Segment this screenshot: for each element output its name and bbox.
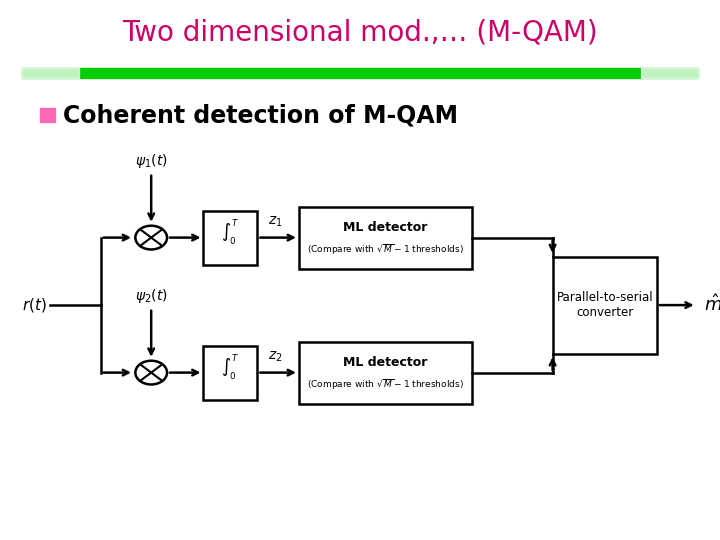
- Text: $r(t)$: $r(t)$: [22, 296, 47, 314]
- Text: ML detector: ML detector: [343, 356, 428, 369]
- Text: $z_2$: $z_2$: [268, 350, 283, 364]
- Bar: [553, 256, 657, 354]
- Bar: [299, 342, 472, 404]
- Text: $\psi_2(t)$: $\psi_2(t)$: [135, 287, 168, 305]
- Bar: [22, 68, 79, 78]
- Text: (Compare with $\sqrt{M}-1$ thresholds): (Compare with $\sqrt{M}-1$ thresholds): [307, 377, 464, 392]
- Text: $\int_0^T$: $\int_0^T$: [221, 217, 240, 247]
- Text: Two dimensional mod.,… (M-QAM): Two dimensional mod.,… (M-QAM): [122, 18, 598, 46]
- Text: ML detector: ML detector: [343, 221, 428, 234]
- Text: (Compare with $\sqrt{M}-1$ thresholds): (Compare with $\sqrt{M}-1$ thresholds): [307, 242, 464, 256]
- Text: $z_1$: $z_1$: [268, 215, 283, 230]
- Text: $\psi_1(t)$: $\psi_1(t)$: [135, 152, 168, 170]
- Text: Coherent detection of M-QAM: Coherent detection of M-QAM: [63, 103, 458, 127]
- Text: $\int_0^T$: $\int_0^T$: [221, 352, 240, 382]
- Bar: [40, 108, 55, 122]
- Bar: [204, 211, 258, 265]
- Bar: [22, 68, 698, 78]
- Bar: [641, 68, 698, 78]
- Bar: [299, 206, 472, 268]
- Bar: [204, 346, 258, 400]
- Text: $\hat{m}$: $\hat{m}$: [704, 295, 720, 315]
- Text: Parallel-to-serial
converter: Parallel-to-serial converter: [557, 291, 653, 319]
